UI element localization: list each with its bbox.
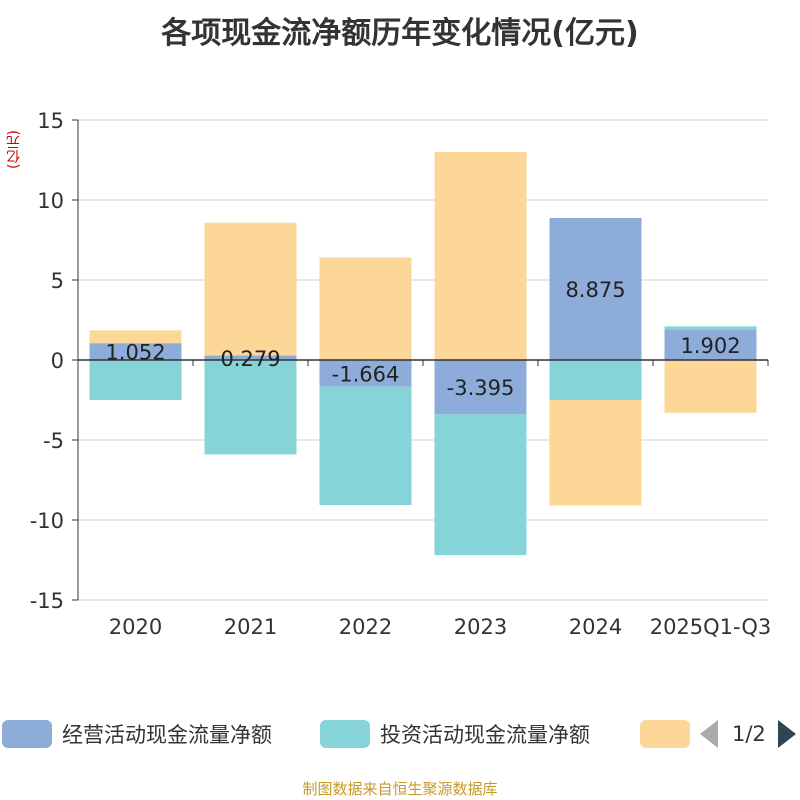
x-tick-label: 2022 <box>339 615 392 639</box>
bar-chart: 15 10 5 0 -5 -10 -15 1.052 0.279 -1.664 -3.395 8.87… <box>30 109 772 639</box>
y-tick-label: 15 <box>37 109 64 133</box>
data-label-operating-2021: 0.279 <box>220 347 280 371</box>
bar-operating-2022 <box>319 360 412 387</box>
x-tick-label: 2024 <box>569 615 622 639</box>
data-label-operating-2023: -3.395 <box>447 376 515 400</box>
bar-financing-2025Q1-Q3 <box>664 360 757 413</box>
data-source-note: 制图数据来自恒生聚源数据库 <box>302 780 498 798</box>
bar-operating-2020 <box>89 343 182 360</box>
bar-investing-2024 <box>549 360 642 400</box>
bar-operating-2021 <box>204 355 297 360</box>
legend-swatch-operating <box>2 720 52 748</box>
data-label-operating-2020: 1.052 <box>105 341 165 365</box>
legend-swatch-investing <box>320 720 370 748</box>
bar-investing-2025Q1-Q3 <box>664 326 757 330</box>
x-tick-label: 2020 <box>109 615 162 639</box>
legend-page-indicator: 1/2 <box>732 722 766 746</box>
data-label-operating-2024: 8.875 <box>565 278 625 302</box>
bar-financing-2020 <box>89 330 182 344</box>
legend-item-financing[interactable] <box>640 716 700 752</box>
bar-financing-2024 <box>549 400 642 506</box>
x-tick-label: 2021 <box>224 615 277 639</box>
bar-financing-2021 <box>204 222 297 356</box>
y-tick-label: -10 <box>30 509 64 533</box>
bar-investing-2023 <box>434 414 527 556</box>
legend-pager: 1/2 <box>700 716 796 752</box>
bar-operating-2025Q1-Q3 <box>664 329 757 360</box>
y-tick-label: -15 <box>30 589 64 613</box>
bar-investing-2020 <box>89 360 182 400</box>
legend-item-investing[interactable]: 投资活动现金流量净额 <box>320 716 590 752</box>
legend-next-page-icon[interactable] <box>777 720 796 748</box>
data-label-operating-2025Q1-Q3: 1.902 <box>680 334 740 358</box>
chart-title: 各项现金流净额历年变化情况(亿元) <box>161 16 639 51</box>
data-label-operating-2022: -1.664 <box>332 362 400 386</box>
y-tick-label: 0 <box>51 349 64 373</box>
legend-label-operating: 经营活动现金流量净额 <box>62 723 272 747</box>
y-tick-label: 10 <box>37 189 64 213</box>
bar-financing-2022 <box>319 257 412 360</box>
bar-operating-2023 <box>434 360 527 415</box>
legend-prev-page-icon[interactable] <box>700 720 718 748</box>
bar-operating-2024 <box>549 218 642 360</box>
y-tick-label: -5 <box>43 429 64 453</box>
bar-investing-2021 <box>204 360 297 455</box>
y-tick-label: 5 <box>51 269 64 293</box>
legend-swatch-financing <box>640 720 690 748</box>
legend-item-operating[interactable]: 经营活动现金流量净额 <box>2 716 272 752</box>
legend-label-investing: 投资活动现金流量净额 <box>380 723 590 747</box>
x-tick-label: 2023 <box>454 615 507 639</box>
bar-financing-2023 <box>434 152 527 360</box>
x-tick-label: 2025Q1-Q3 <box>650 615 772 639</box>
legend: 经营活动现金流量净额 投资活动现金流量净额 <box>0 716 800 752</box>
bar-investing-2022 <box>319 386 412 506</box>
